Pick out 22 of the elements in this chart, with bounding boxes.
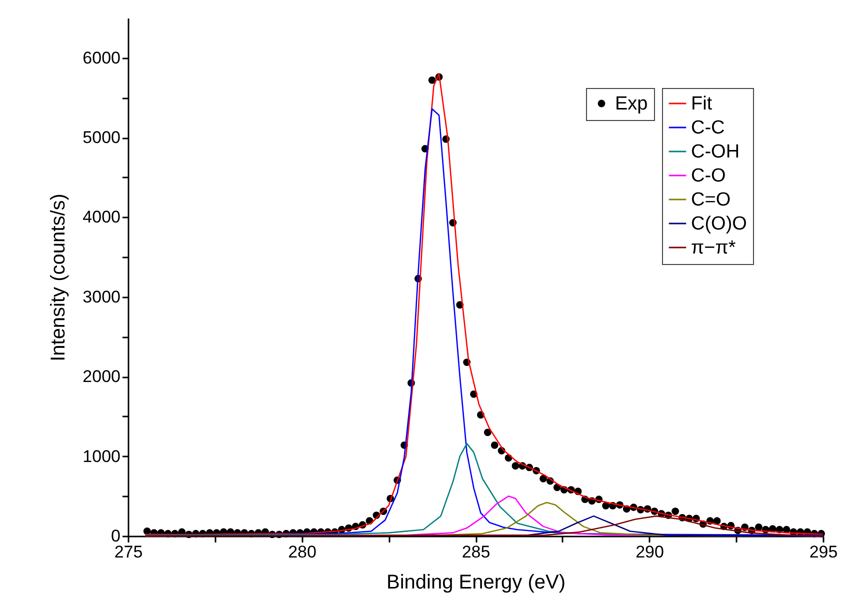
y-tick-label: 6000 [82,48,120,68]
y-tick-label: 5000 [82,128,120,148]
x-axis-title: Binding Energy (eV) [386,572,566,594]
x-tick-label: 275 [114,542,143,562]
y-tick-label: 1000 [82,446,120,466]
x-tick-label: 285 [462,542,490,562]
legend-label: C=O [691,190,731,210]
legend-label: Exp [615,94,648,114]
x-tick-label: 290 [636,542,664,562]
x-tick-label: 295 [809,542,838,562]
y-tick-label: 3000 [82,287,120,306]
legend-label: C-OH [691,142,740,162]
y-tick-label: 4000 [82,208,120,227]
y-axis-title: Intensity (counts/s) [48,194,70,362]
y-tick-label: 0 [111,526,120,546]
legend-label: C-C [691,118,725,138]
legend-label: C(O)O [691,214,747,234]
legend-label: C-O [691,166,726,186]
legend-label: π−π* [691,238,736,258]
x-tick-label: 280 [288,542,316,562]
legend-label: Fit [691,94,713,114]
y-tick-label: 2000 [82,367,120,386]
